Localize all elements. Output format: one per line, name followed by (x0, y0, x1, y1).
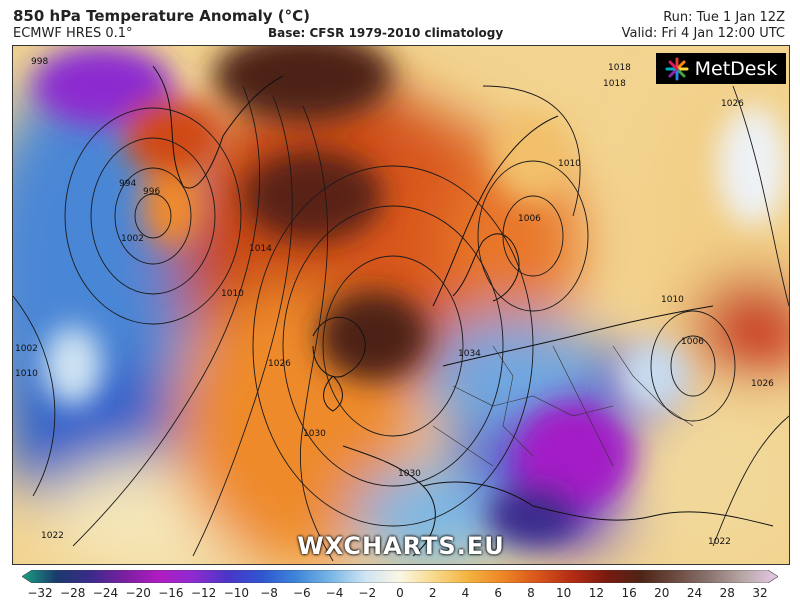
colorbar-tick-label: −12 (190, 586, 217, 600)
isobar-label: 1006 (681, 337, 704, 347)
isobar-label: 1018 (603, 79, 626, 89)
isobar-label: 1026 (268, 359, 291, 369)
colorbar (22, 570, 778, 583)
colorbar-tick-label: −16 (158, 586, 184, 600)
colorbar-tick-label: −32 (27, 586, 53, 600)
isobar-label: 1030 (398, 469, 421, 479)
colorbar-tick-label: 0 (396, 586, 404, 600)
isobar-label: 1018 (608, 63, 631, 73)
isobar-label: 1030 (303, 429, 326, 439)
isobar-label: 1022 (41, 531, 64, 541)
model-label: ECMWF HRES 0.1° (13, 26, 133, 41)
isobar-label: 996 (143, 187, 160, 197)
isobar-label: 1002 (15, 344, 38, 354)
run-time-label: Run: Tue 1 Jan 12Z (663, 10, 785, 25)
colorbar-tick-label: −6 (292, 586, 311, 600)
isobar-label: 1026 (721, 99, 744, 109)
isobar-label: 1026 (751, 379, 774, 389)
colorbar-tick-label: −10 (223, 586, 250, 600)
metdesk-logo-icon (665, 57, 689, 80)
country-borders (432, 345, 694, 467)
colorbar-tick-label: 4 (461, 586, 470, 600)
isobar-label: 1014 (249, 244, 272, 254)
wxcharts-watermark: WXCHARTS.EU (297, 532, 505, 560)
colorbar-tick-label: 20 (654, 586, 670, 600)
isobar-label: 1006 (518, 214, 541, 224)
isobar-label: 1002 (121, 234, 144, 244)
valid-time-label: Valid: Fri 4 Jan 12:00 UTC (621, 26, 785, 41)
colorbar-tick-label: −4 (325, 586, 344, 600)
colorbar-tick-label: 16 (621, 586, 637, 600)
isobar-label: 998 (31, 57, 48, 67)
colorbar-tick-label: 6 (494, 586, 502, 600)
metdesk-logo: MetDesk (656, 53, 786, 84)
isobar-label: 994 (119, 179, 136, 189)
colorbar-tick-label: −20 (125, 586, 151, 600)
colorbar-tick-label: −28 (60, 586, 86, 600)
colorbar-tick-label: −2 (358, 586, 377, 600)
colorbar-tick-label: 32 (752, 586, 768, 600)
map-canvas: 998 996 994 1002 1014 1010 1002 1010 102… (13, 46, 789, 564)
colorbar-tick-label: −8 (260, 586, 278, 600)
isobars (13, 85, 789, 562)
colorbar-tick-label: 8 (527, 586, 535, 600)
coastlines (152, 65, 774, 557)
colorbar-tick-label: 12 (588, 586, 604, 600)
isobar-label: 1010 (221, 289, 244, 299)
isobar-label: 1022 (708, 537, 731, 547)
isobar-labels: 998 996 994 1002 1014 1010 1002 1010 102… (15, 57, 774, 547)
chart-title: 850 hPa Temperature Anomaly (°C) (13, 7, 310, 25)
isobar-label: 1010 (661, 295, 684, 305)
colorbar-tick-label: −24 (92, 586, 119, 600)
colorbar-tick-label: 10 (555, 586, 572, 600)
colorbar-gradient (22, 570, 778, 583)
colorbar-tick-label: 2 (428, 586, 437, 600)
isobar-label: 1034 (458, 349, 481, 359)
base-climatology-label: Base: CFSR 1979-2010 climatology (268, 26, 504, 40)
colorbar-ticks: −32 −28 −24 −20 −16 −12 −10 −8 −6 −4 −2 0 2 4 6 8 10 12 16… (22, 586, 778, 606)
isobar-label: 1010 (558, 159, 581, 169)
metdesk-logo-text: MetDesk (694, 57, 778, 80)
isobar-label: 1010 (15, 369, 38, 379)
anomaly-map: 998 996 994 1002 1014 1010 1002 1010 102… (12, 45, 790, 565)
colorbar-tick-label: 28 (719, 586, 735, 600)
colorbar-tick-label: 24 (686, 586, 703, 600)
